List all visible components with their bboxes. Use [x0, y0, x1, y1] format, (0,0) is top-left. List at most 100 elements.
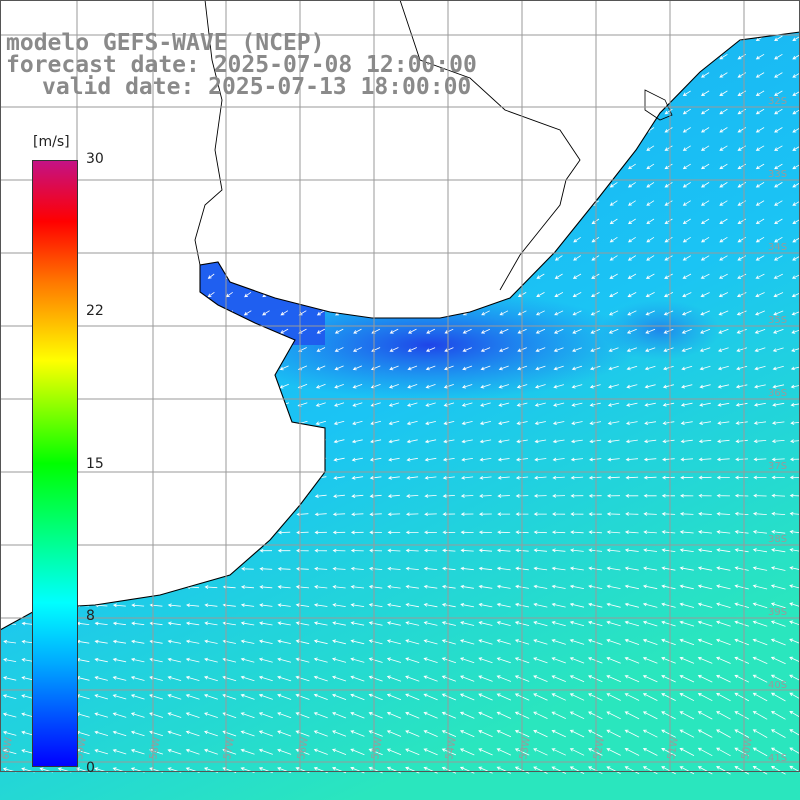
wind-arrow	[334, 384, 344, 389]
wind-arrow	[116, 145, 123, 151]
wind-arrow	[698, 530, 712, 534]
wind-arrow	[478, 548, 493, 553]
wind-arrow	[664, 273, 673, 279]
wind-arrow	[295, 639, 310, 645]
wind-arrow	[243, 347, 252, 352]
wind-arrow	[405, 711, 420, 719]
wind-arrow	[609, 163, 618, 170]
wind-arrow	[149, 675, 163, 681]
wind-arrow	[680, 402, 693, 407]
wind-arrow	[355, 18, 361, 23]
wind-arrow	[423, 657, 438, 663]
wind-arrow	[608, 384, 620, 389]
wind-arrow	[189, 218, 196, 225]
wind-arrow	[697, 747, 713, 757]
wind-arrow	[131, 621, 145, 626]
wind-arrow	[2, 730, 17, 736]
wind-arrow	[642, 693, 658, 701]
wind-arrow	[371, 310, 380, 316]
wind-arrow	[569, 711, 585, 720]
wind-arrow	[423, 603, 438, 608]
wind-arrow	[154, 18, 159, 22]
wind-arrow	[461, 421, 473, 425]
wind-arrow	[624, 766, 640, 775]
wind-arrow	[606, 530, 621, 535]
wind-arrow	[259, 548, 272, 553]
wind-arrow	[170, 310, 179, 316]
wind-arrow	[185, 730, 200, 737]
colorbar-tick-15: 15	[86, 456, 104, 472]
wind-arrow	[208, 163, 215, 170]
border-line	[399, 0, 581, 291]
wind-arrow	[244, 200, 251, 206]
wind-arrow	[570, 548, 584, 553]
wind-arrow	[755, 182, 765, 188]
wind-arrow	[607, 439, 620, 444]
wind-arrow	[661, 675, 676, 683]
wind-arrow	[533, 602, 548, 608]
wind-arrow	[481, 35, 490, 42]
wind-arrow	[790, 421, 800, 425]
wind-arrow	[627, 108, 636, 115]
wind-arrow	[771, 457, 785, 462]
wind-arrow	[752, 656, 768, 664]
wind-arrow	[405, 603, 420, 608]
wind-arrow	[208, 218, 215, 225]
wind-arrow	[335, 127, 343, 133]
wind-arrow	[258, 693, 273, 700]
wind-arrow	[113, 585, 126, 590]
latitude-label: 37S	[768, 461, 787, 472]
wind-arrow	[299, 145, 306, 151]
wind-arrow	[789, 656, 800, 665]
wind-arrow	[737, 218, 747, 225]
wind-arrow	[445, 255, 453, 261]
wind-arrow	[661, 475, 675, 480]
wind-arrow	[98, 127, 105, 133]
wind-arrow	[555, 236, 563, 243]
wind-arrow	[386, 621, 401, 626]
wind-arrow	[646, 255, 655, 261]
wind-arrow	[551, 639, 566, 645]
colorbar-unit: [m/s]	[33, 134, 70, 150]
wind-arrow	[222, 621, 236, 626]
wind-arrow	[185, 657, 200, 663]
wind-arrow	[295, 693, 310, 700]
wind-arrow	[204, 748, 218, 755]
wind-arrow	[113, 548, 126, 553]
wind-arrow	[662, 457, 675, 462]
wind-arrow	[606, 729, 621, 738]
wind-arrow	[719, 90, 728, 96]
wind-arrow	[131, 585, 145, 590]
wind-arrow	[408, 292, 417, 298]
wind-arrow	[368, 693, 383, 701]
wind-arrow	[423, 693, 438, 701]
wind-arrow	[643, 566, 658, 571]
wind-arrow	[789, 620, 800, 627]
wind-arrow	[755, 108, 765, 115]
wind-arrow	[627, 145, 636, 151]
wind-arrow	[281, 236, 288, 243]
wind-arrow	[496, 657, 511, 664]
wind-arrow	[444, 365, 454, 371]
wind-arrow	[208, 145, 215, 151]
wind-arrow	[627, 90, 636, 96]
wind-arrow	[606, 748, 621, 756]
wind-arrow	[76, 548, 89, 553]
wind-arrow	[428, 18, 434, 23]
wind-arrow	[152, 292, 160, 298]
wind-arrow	[352, 384, 363, 389]
wind-arrow	[78, 439, 88, 444]
wind-arrow	[699, 365, 711, 371]
wind-arrow	[169, 402, 180, 407]
wind-arrow	[313, 748, 328, 755]
wind-arrow	[661, 729, 676, 738]
wind-arrow	[624, 711, 640, 720]
wind-arrow	[116, 273, 123, 279]
wind-arrow	[208, 237, 215, 243]
wind-arrow	[627, 292, 637, 298]
wind-arrow	[480, 402, 491, 407]
wind-arrow	[167, 621, 181, 626]
wind-arrow	[427, 108, 435, 115]
wind-arrow	[500, 236, 508, 243]
wind-arrow	[80, 127, 86, 133]
